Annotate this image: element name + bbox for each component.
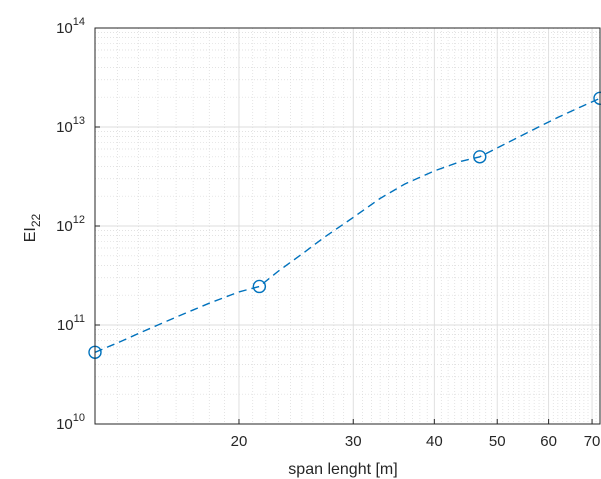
y-tick-label-exponent: 10 bbox=[73, 412, 85, 424]
y-tick-label: 1010 bbox=[56, 412, 85, 433]
y-tick-label-base: 10 bbox=[57, 317, 74, 334]
x-axis-ticks: 20 30 40 50 60 70 bbox=[231, 419, 601, 450]
data-point bbox=[252, 279, 267, 294]
y-axis-label-subscript: 22 bbox=[29, 213, 43, 227]
y-tick-label-base: 10 bbox=[56, 416, 73, 433]
y-tick-label-exponent: 13 bbox=[73, 115, 85, 127]
y-tick-label-exponent: 12 bbox=[73, 214, 85, 226]
data-series bbox=[94, 97, 601, 353]
x-tick-label: 30 bbox=[345, 433, 362, 450]
y-tick-label-base: 10 bbox=[56, 119, 73, 136]
x-tick-label: 70 bbox=[584, 433, 601, 450]
x-tick-label: 50 bbox=[489, 433, 506, 450]
data-markers bbox=[88, 91, 601, 359]
y-tick-label: 1013 bbox=[56, 115, 85, 136]
y-axis-label: EI22 bbox=[22, 213, 43, 242]
x-tick-label: 60 bbox=[540, 433, 557, 450]
y-tick-label-base: 10 bbox=[56, 20, 73, 37]
y-tick-label-exponent: 11 bbox=[74, 313, 85, 325]
series-line bbox=[94, 97, 601, 353]
x-tick-label: 40 bbox=[426, 433, 443, 450]
y-tick-label-exponent: 14 bbox=[73, 16, 85, 28]
y-tick-label: 1012 bbox=[56, 214, 85, 235]
x-axis-label: span lenght [m] bbox=[288, 461, 397, 478]
data-point bbox=[473, 150, 487, 164]
y-tick-label-base: 10 bbox=[56, 218, 73, 235]
y-tick-label: 1011 bbox=[57, 313, 85, 334]
y-axis-label-main: EI bbox=[22, 227, 39, 242]
x-tick-label: 20 bbox=[231, 433, 248, 450]
y-tick-label: 1014 bbox=[56, 16, 85, 37]
